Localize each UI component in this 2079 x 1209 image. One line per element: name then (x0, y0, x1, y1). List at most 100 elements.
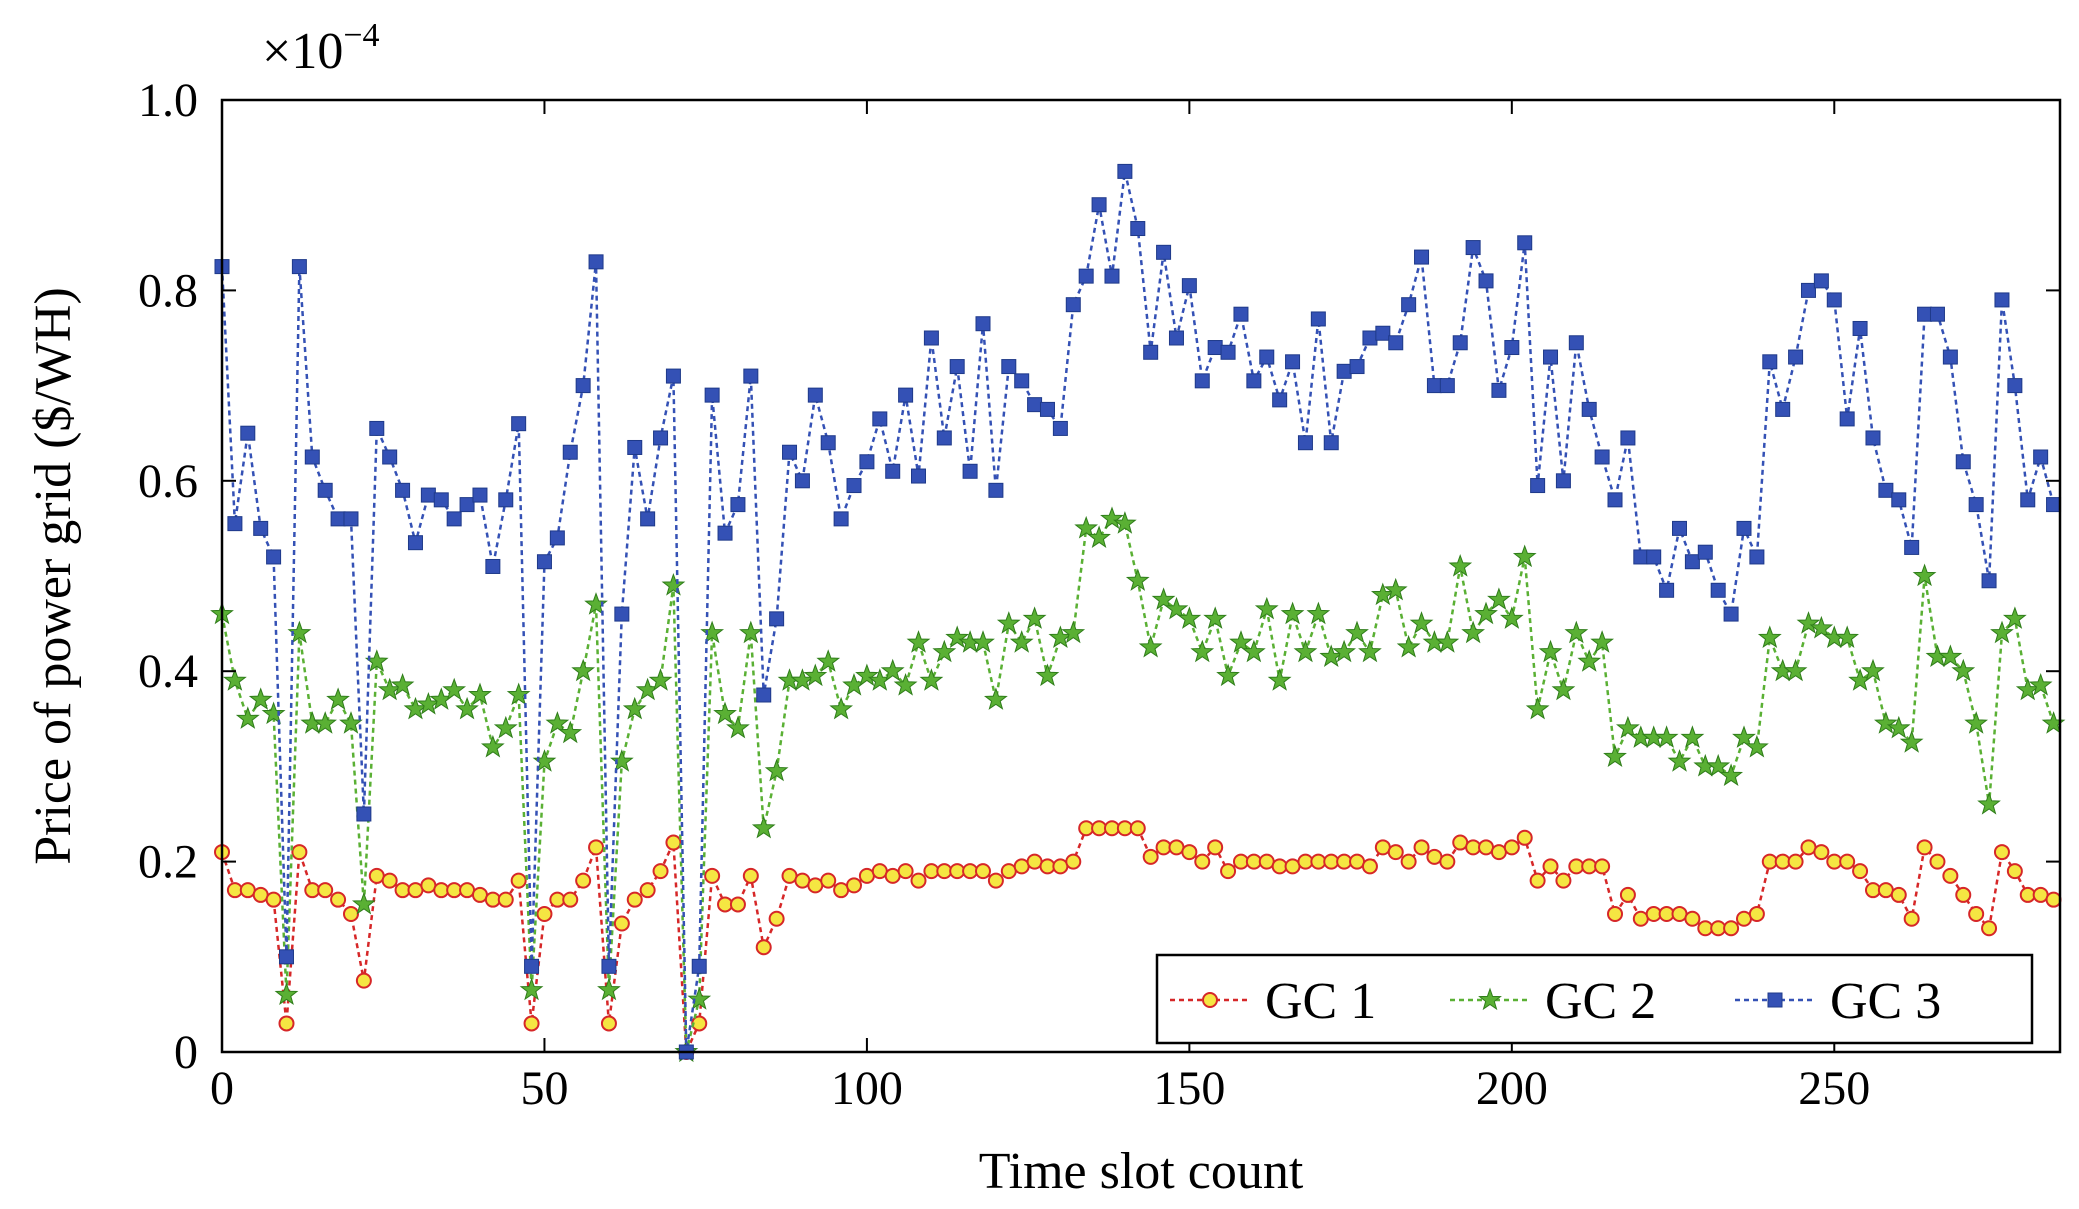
data-point (648, 668, 673, 691)
data-point (1852, 320, 1868, 336)
data-point (1516, 829, 1533, 846)
data-point (1246, 373, 1262, 389)
data-point (782, 444, 798, 460)
data-point (897, 863, 914, 880)
data-point (1039, 401, 1055, 417)
data-point (1229, 630, 1253, 653)
data-point (1590, 630, 1615, 653)
data-point (588, 839, 605, 856)
data-point (313, 711, 337, 734)
data-point (1100, 506, 1124, 529)
data-point (1435, 630, 1460, 653)
data-point (1680, 725, 1705, 748)
data-point (1788, 349, 1804, 365)
data-point (1813, 273, 1829, 289)
data-point (1259, 349, 1275, 365)
data-point (846, 478, 862, 494)
data-point (1749, 549, 1765, 565)
data-point (1551, 677, 1576, 701)
data-point (1151, 587, 1176, 610)
data-point (1310, 311, 1326, 327)
data-point (1207, 839, 1224, 856)
data-point (498, 492, 514, 508)
data-point (1839, 411, 1855, 427)
data-point (743, 368, 759, 384)
data-point (1603, 744, 1627, 767)
data-point (1503, 839, 1520, 856)
data-point (1203, 606, 1228, 629)
data-point (859, 454, 875, 470)
data-point (640, 511, 656, 527)
data-point (1994, 292, 2010, 308)
data-point (2006, 863, 2023, 880)
data-point (1272, 392, 1288, 408)
data-point (739, 620, 763, 644)
data-point (1387, 844, 1404, 861)
data-point (893, 673, 918, 696)
data-point (1487, 587, 1511, 610)
data-point (1500, 606, 1524, 629)
data-point (1164, 596, 1189, 620)
data-point (253, 520, 269, 536)
data-point (1955, 454, 1971, 470)
y-tick-label: 0.8 (138, 264, 198, 317)
data-point (764, 758, 789, 782)
data-point (1723, 920, 1740, 937)
data-point (1955, 886, 1972, 903)
data-point (729, 896, 746, 913)
data-point (1903, 910, 1920, 927)
data-point (665, 834, 682, 851)
data-point (1242, 639, 1266, 663)
data-point (420, 487, 436, 503)
data-point (588, 254, 604, 270)
data-point (1112, 511, 1137, 534)
data-point (442, 677, 467, 701)
data-point (1280, 601, 1305, 625)
data-point (833, 511, 849, 527)
data-point (317, 482, 333, 498)
legend-item-3: GC 3 (1735, 973, 1941, 1030)
data-point (1336, 363, 1352, 379)
data-point (468, 682, 492, 706)
data-point (794, 473, 810, 489)
data-point (455, 696, 479, 720)
y-axis-title: Price of power grid ($/WH) (25, 287, 82, 865)
data-point (1332, 639, 1356, 663)
data-point (974, 863, 991, 880)
data-point (1349, 359, 1365, 375)
data-point (1439, 378, 1455, 394)
data-point (1748, 905, 1765, 922)
data-point (704, 867, 721, 884)
data-point (1383, 577, 1408, 601)
data-point (717, 525, 733, 541)
data-point (536, 905, 553, 922)
data-point (627, 439, 643, 455)
data-point (1439, 853, 1456, 870)
data-point (1904, 539, 1920, 555)
data-point (1078, 268, 1094, 284)
data-point (1564, 620, 1589, 644)
data-point (330, 511, 346, 527)
data-point (1968, 497, 1984, 513)
data-point (613, 915, 630, 932)
data-point (1835, 625, 1859, 648)
data-point (1074, 515, 1098, 539)
x-tick-label: 0 (210, 1062, 234, 1115)
x-tick-label: 250 (1798, 1062, 1870, 1115)
data-point (1396, 634, 1421, 658)
data-point (756, 687, 772, 703)
data-point (446, 511, 462, 527)
data-point (1762, 354, 1778, 370)
data-point (1723, 606, 1739, 622)
data-point (1129, 820, 1146, 837)
data-point (304, 449, 320, 465)
legend-label: GC 2 (1545, 973, 1656, 1030)
data-point (898, 387, 914, 403)
data-point (1951, 658, 1976, 682)
data-point (846, 877, 863, 894)
data-point (1190, 639, 1215, 663)
data-point (584, 592, 608, 615)
data-point (1052, 420, 1068, 436)
data-point (1504, 340, 1520, 356)
data-point (1977, 792, 2001, 815)
